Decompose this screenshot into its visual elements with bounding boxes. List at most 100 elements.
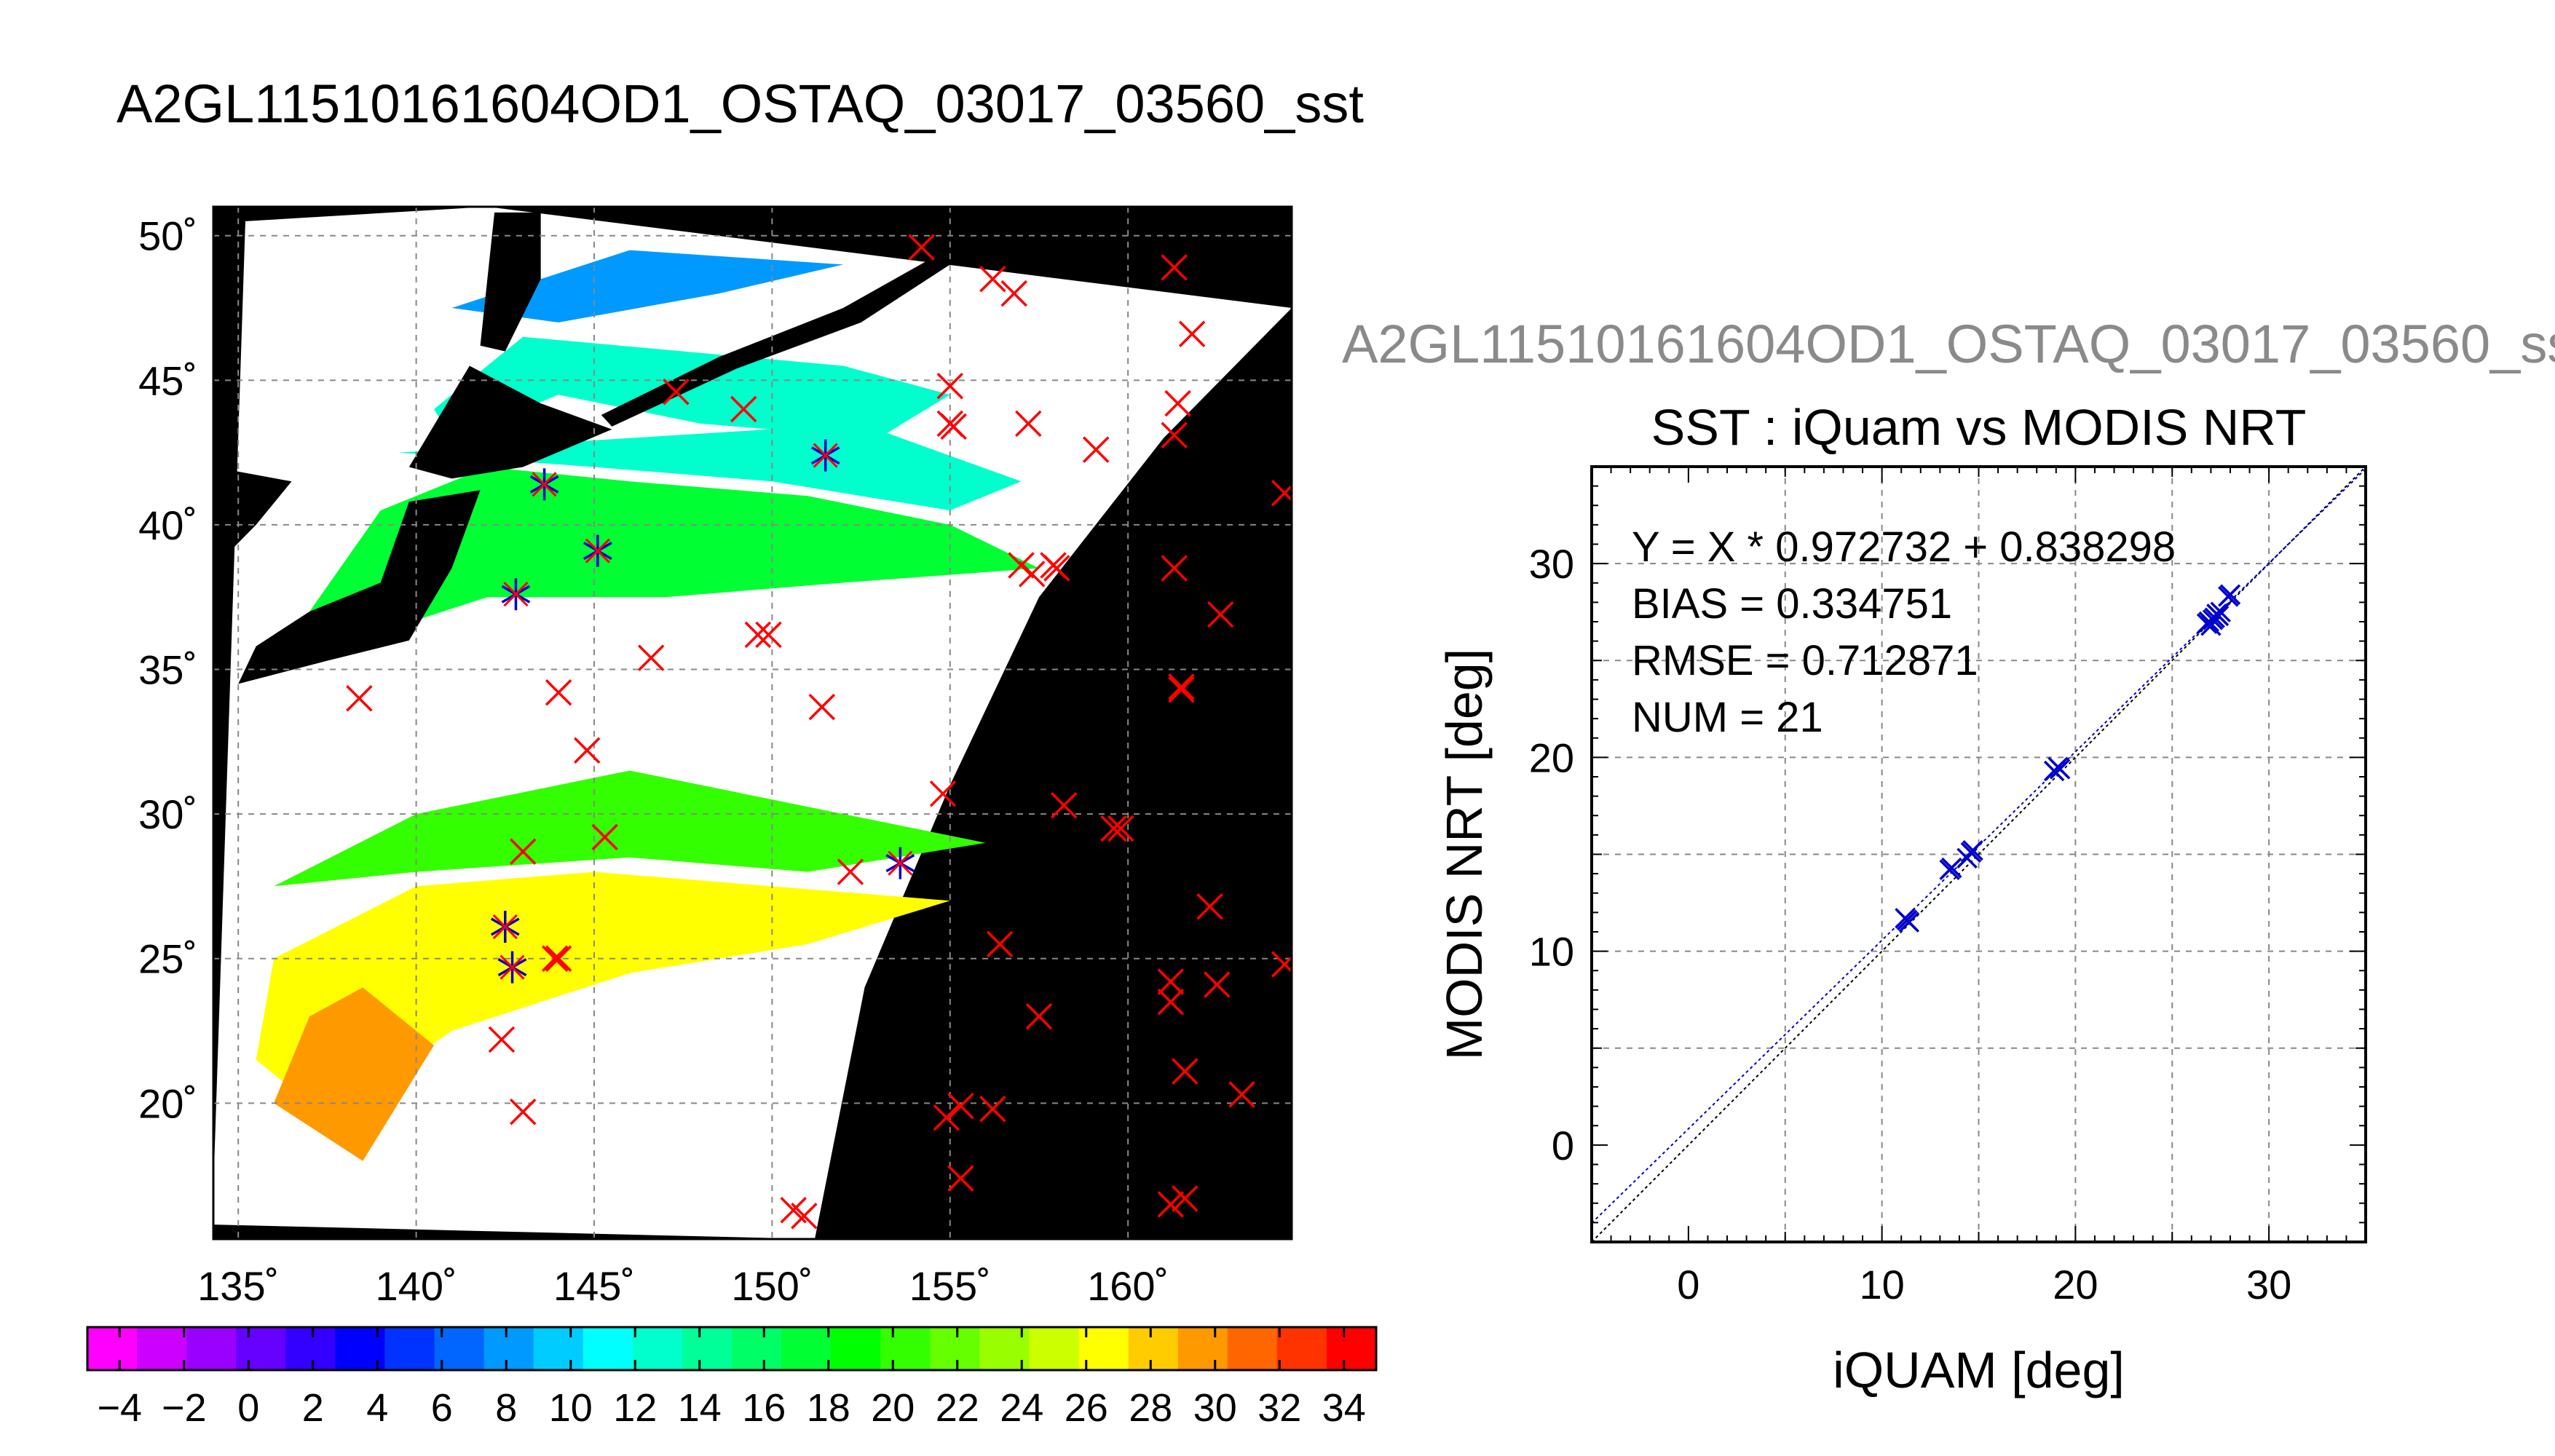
buoy-marker-red	[573, 737, 601, 764]
colorbar-segment	[87, 1327, 138, 1370]
buoy-marker-red	[1172, 1058, 1198, 1085]
scatter-frame	[1590, 465, 2367, 1243]
buoy-marker-red	[1157, 989, 1185, 1016]
buoy-marker-red	[1050, 791, 1078, 819]
land-japan	[238, 490, 481, 684]
buoy-marker-red	[1172, 1185, 1198, 1212]
sst-region	[256, 871, 950, 1118]
buoy-marker-red	[888, 850, 913, 876]
sst-region	[451, 250, 844, 323]
buoy-marker-red	[510, 838, 537, 865]
buoy-marker-red	[541, 945, 569, 972]
scatter-x-tick-label: 0	[1677, 1262, 1699, 1307]
buoy-marker-red	[940, 413, 967, 440]
map-y-tick-label: 20˚	[138, 1080, 197, 1126]
stat-annotation: NUM = 21	[1632, 694, 1823, 741]
buoy-marker-red	[545, 679, 572, 706]
map-y-tick-label: 25˚	[138, 936, 197, 982]
scatter-point	[1941, 857, 1962, 879]
colorbar-tick-label: 14	[678, 1386, 722, 1430]
colorbar-segment	[186, 1327, 237, 1370]
stat-annotation: BIAS = 0.334751	[1632, 580, 1952, 628]
colorbar-tick-label: 2	[302, 1386, 324, 1430]
buoy-marker-red	[1100, 815, 1127, 842]
colorbar-segment	[930, 1327, 980, 1370]
map-x-tick-label: 155˚	[909, 1263, 991, 1309]
scatter-y-tick-label: 0	[1552, 1123, 1574, 1168]
buoy-marker-red	[1043, 555, 1070, 582]
stat-annotation: RMSE = 0.712871	[1632, 637, 1978, 684]
colorbar-tick-label: −4	[97, 1386, 142, 1430]
map-y-tick-label: 50˚	[138, 213, 197, 259]
scatter-y-tick-label: 20	[1529, 735, 1574, 780]
map-y-tick-label: 30˚	[138, 791, 197, 837]
colorbar-tick-label: 28	[1129, 1386, 1172, 1430]
buoy-marker-blue	[529, 468, 559, 501]
buoy-marker-red	[591, 823, 618, 851]
buoy-marker-red	[1015, 410, 1042, 438]
buoy-marker-red	[1271, 479, 1292, 507]
map-x-tick-label: 145˚	[553, 1263, 635, 1309]
buoy-marker-red	[1178, 320, 1206, 348]
buoy-marker-blue	[497, 951, 527, 984]
buoy-marker-red	[1164, 389, 1191, 417]
colorbar-segment	[781, 1327, 832, 1370]
map-y-tick-label: 35˚	[138, 647, 197, 693]
map-y-tick-label: 40˚	[138, 502, 197, 548]
colorbar-tick-label: 32	[1257, 1386, 1301, 1430]
buoy-marker-red	[908, 234, 935, 261]
colorbar-segment	[384, 1327, 435, 1370]
buoy-marker-red	[346, 685, 373, 712]
colorbar-tick-label: 30	[1193, 1386, 1237, 1430]
secondary-title: A2GL11510161604OD1_OSTAQ_03017_03560_ss	[1342, 314, 2555, 374]
colorbar-segment	[880, 1327, 931, 1370]
sst-region	[274, 770, 986, 887]
land-korea	[213, 467, 292, 569]
buoy-marker-red	[791, 1202, 818, 1230]
colorbar-segment	[236, 1327, 286, 1370]
scatter-point	[1896, 909, 1918, 931]
buoy-marker-red	[1157, 968, 1185, 995]
map-x-tick-label: 135˚	[197, 1263, 279, 1309]
buoy-marker-red	[1161, 254, 1188, 281]
colorbar-tick-label: 10	[549, 1386, 593, 1430]
colorbar-tick-label: 0	[237, 1386, 259, 1430]
scatter-title: SST : iQuam vs MODIS NRT	[1651, 399, 2307, 456]
colorbar-segment	[1029, 1327, 1080, 1370]
buoy-marker-red	[637, 644, 665, 671]
buoy-marker-red	[503, 582, 529, 607]
colorbar-tick-label: 20	[871, 1386, 915, 1430]
buoy-marker-red	[744, 621, 772, 649]
buoy-marker-red	[986, 930, 1014, 958]
buoy-marker-red	[755, 621, 782, 649]
buoy-marker-red	[532, 472, 557, 497]
buoy-marker-red	[837, 858, 864, 885]
buoy-marker-red	[488, 1026, 516, 1053]
scatter-point	[2210, 601, 2231, 622]
scatter-x-tick-label: 10	[1859, 1262, 1904, 1307]
buoy-marker-red	[979, 1096, 1006, 1123]
colorbar-tick-label: 18	[807, 1386, 850, 1430]
stat-annotation: Y = X * 0.972732 + 0.838298	[1632, 523, 2176, 571]
colorbar-segment	[732, 1327, 782, 1370]
colorbar-tick-label: −2	[162, 1386, 207, 1430]
buoy-marker-red	[947, 1093, 974, 1120]
buoy-marker-red	[1168, 676, 1195, 703]
buoy-marker-red	[510, 1098, 537, 1125]
buoy-marker-red	[1168, 673, 1195, 700]
buoy-marker-red	[1271, 951, 1292, 978]
scatter-point	[2219, 584, 2241, 605]
buoy-marker-blue	[885, 847, 915, 879]
buoy-marker-red	[1161, 555, 1188, 582]
buoy-marker-red	[808, 693, 836, 721]
colorbar-segment	[682, 1327, 732, 1370]
colorbar-segment	[1276, 1327, 1327, 1370]
buoy-marker-red	[585, 538, 610, 563]
sst-region	[309, 467, 1039, 626]
scatter-x-axis-label: iQUAM [deg]	[1833, 1342, 2125, 1398]
colorbar-segment	[1128, 1327, 1179, 1370]
buoy-marker-red	[947, 1165, 974, 1192]
